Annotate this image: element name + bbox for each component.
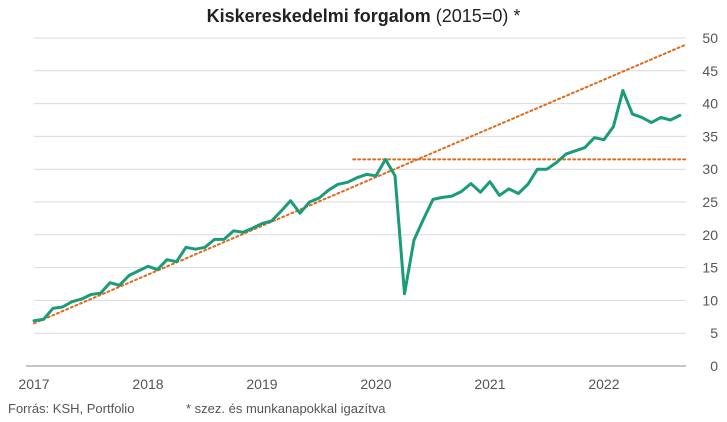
grid-lines	[34, 37, 686, 334]
y-tick-label: 35	[702, 128, 718, 144]
series-line-retail-sales	[32, 89, 682, 323]
y-tick-label: 45	[702, 63, 718, 79]
y-tick-label: 20	[702, 227, 718, 243]
x-tick-label: 2019	[246, 376, 277, 392]
x-tick-label: 2022	[588, 376, 619, 392]
y-tick-label: 40	[702, 96, 718, 112]
source-note: Forrás: KSH, Portfolio	[8, 401, 135, 416]
y-axis-ticks: 0 5 10 15 20 25 30 35 40 45 50	[702, 30, 718, 374]
chart-title: Kiskereskedelmi forgalom (2015=0) *	[0, 6, 727, 27]
x-tick-label: 2018	[132, 376, 163, 392]
adjustment-note: * szez. és munkanapokkal igazítva	[186, 401, 386, 416]
y-tick-label: 10	[702, 292, 718, 308]
x-axis-ticks: 2017 2018 2019 2020 2021 2022	[18, 376, 619, 392]
x-tick-label: 2017	[18, 376, 49, 392]
y-tick-label: 25	[702, 194, 718, 210]
y-tick-label: 5	[710, 325, 718, 341]
trend-line	[33, 43, 687, 325]
y-tick-label: 15	[702, 260, 718, 276]
x-tick-label: 2021	[474, 376, 505, 392]
y-tick-label: 0	[710, 358, 718, 374]
chart-title-bold: Kiskereskedelmi forgalom	[206, 6, 431, 26]
x-tick-label: 2020	[360, 376, 391, 392]
trend-lines	[33, 43, 687, 325]
y-tick-label: 30	[702, 161, 718, 177]
chart-title-rest: (2015=0) *	[435, 6, 521, 26]
y-tick-label: 50	[702, 30, 718, 46]
series-layer	[32, 89, 682, 323]
